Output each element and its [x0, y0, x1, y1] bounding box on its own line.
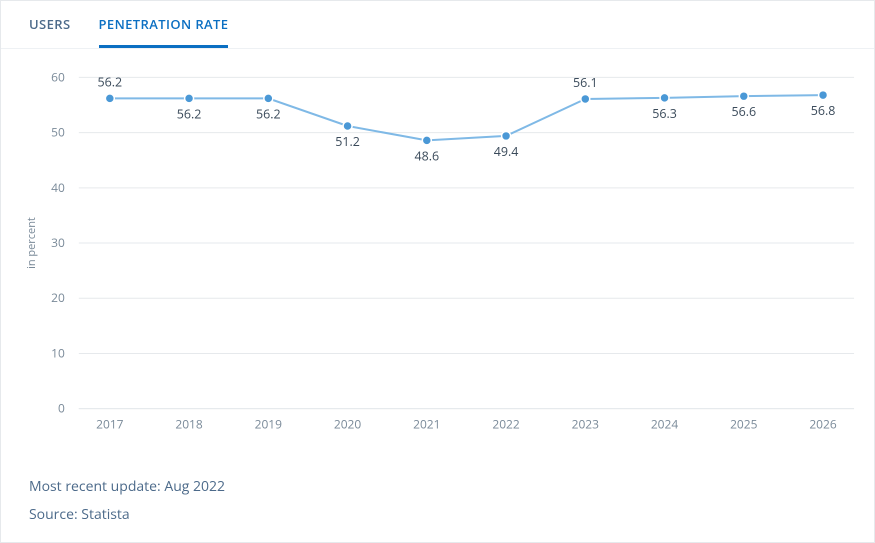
last-update-text: Most recent update: Aug 2022	[29, 473, 846, 501]
y-tick-label: 10	[51, 344, 65, 361]
y-tick-label: 30	[51, 234, 65, 251]
x-tick-label: 2024	[651, 416, 679, 433]
x-tick-label: 2022	[492, 416, 520, 433]
source-text: Source: Statista	[29, 501, 846, 529]
data-point[interactable]	[819, 91, 828, 100]
x-tick-label: 2019	[255, 416, 283, 433]
x-tick-label: 2017	[96, 416, 124, 433]
data-label: 56.8	[811, 102, 836, 119]
tab-penetration-rate[interactable]: PENETRATION RATE	[99, 15, 229, 48]
data-label: 56.6	[731, 103, 756, 120]
x-tick-label: 2026	[809, 416, 837, 433]
data-point[interactable]	[660, 93, 669, 102]
x-tick-label: 2020	[334, 416, 362, 433]
data-point[interactable]	[502, 131, 511, 140]
data-point[interactable]	[422, 136, 431, 145]
data-point[interactable]	[185, 94, 194, 103]
data-point[interactable]	[343, 122, 352, 131]
chart-area: 0 10 20 30 40 50 60 in percent 2017 2018 2019 2020 2…	[1, 49, 874, 469]
chart-panel: USERS PENETRATION RATE 0 10 20 30 40 50 60 in p…	[0, 0, 875, 543]
data-label: 56.2	[177, 105, 202, 122]
data-point[interactable]	[739, 92, 748, 101]
y-tick-label: 50	[51, 124, 65, 141]
data-label: 56.2	[256, 105, 281, 122]
tab-users[interactable]: USERS	[29, 15, 71, 48]
y-tick-label: 40	[51, 179, 65, 196]
data-point[interactable]	[264, 94, 273, 103]
y-tick-label: 60	[51, 68, 65, 85]
x-tick-label: 2018	[175, 416, 203, 433]
data-label: 51.2	[335, 133, 360, 150]
line-chart: 0 10 20 30 40 50 60 in percent 2017 2018 2019 2020 2…	[1, 49, 874, 469]
data-label: 56.1	[573, 74, 598, 91]
x-tick-label: 2025	[730, 416, 758, 433]
y-tick-label: 0	[58, 400, 65, 417]
y-tick-label: 20	[51, 289, 65, 306]
x-tick-label: 2021	[413, 416, 440, 433]
x-tick-label: 2023	[572, 416, 600, 433]
y-axis-title: in percent	[24, 217, 39, 269]
data-label: 49.4	[494, 143, 519, 160]
data-label: 56.3	[652, 105, 677, 122]
data-point[interactable]	[581, 94, 590, 103]
data-point[interactable]	[105, 94, 114, 103]
tab-bar: USERS PENETRATION RATE	[1, 1, 874, 49]
data-label: 56.2	[97, 73, 122, 90]
chart-footer: Most recent update: Aug 2022 Source: Sta…	[1, 469, 874, 529]
data-label: 48.6	[414, 147, 439, 164]
